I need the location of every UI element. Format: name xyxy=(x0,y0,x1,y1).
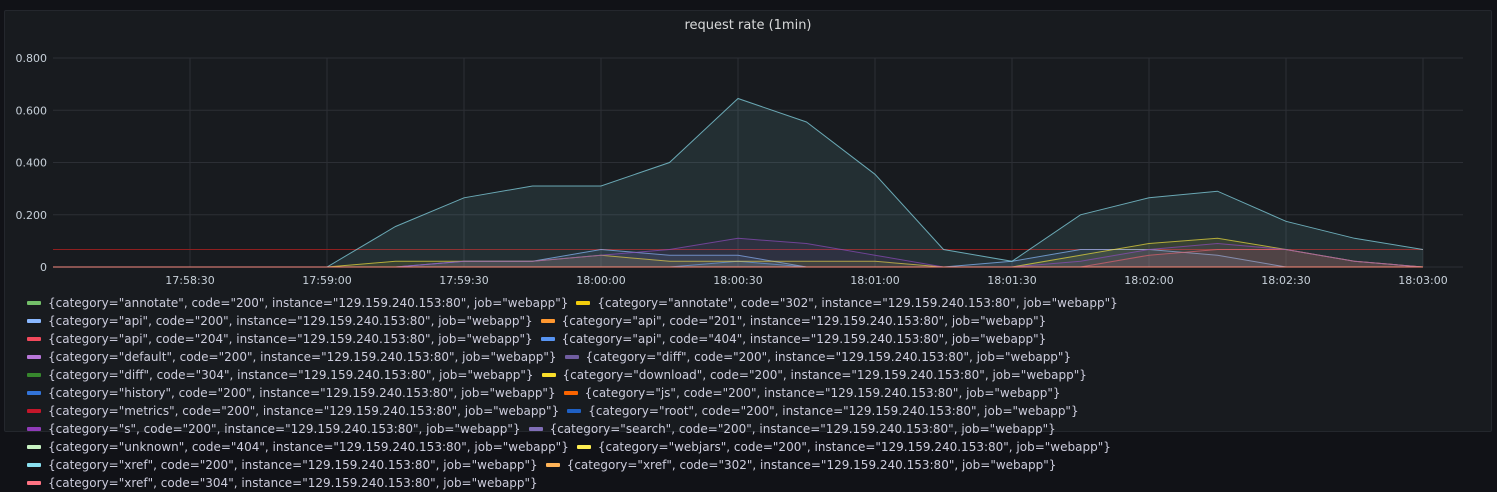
legend-item[interactable]: {category="history", code="200", instanc… xyxy=(27,384,556,402)
y-tick-label: 0.400 xyxy=(16,157,48,170)
legend: {category="annotate", code="200", instan… xyxy=(27,294,1487,492)
y-tick-label: 0 xyxy=(40,261,47,274)
legend-item[interactable]: {category="xref", code="304", instance="… xyxy=(27,474,538,492)
legend-item[interactable]: {category="s", code="200", instance="129… xyxy=(27,420,521,438)
legend-label: {category="api", code="201", instance="1… xyxy=(562,314,1047,328)
legend-swatch xyxy=(546,463,560,467)
legend-item[interactable]: {category="js", code="200", instance="12… xyxy=(564,384,1061,402)
legend-label: {category="annotate", code="302", instan… xyxy=(597,296,1117,310)
legend-swatch xyxy=(27,373,41,377)
legend-swatch xyxy=(27,337,41,341)
x-tick-label: 18:03:00 xyxy=(1398,274,1447,286)
legend-swatch xyxy=(567,409,581,413)
legend-swatch xyxy=(577,445,591,449)
legend-swatch xyxy=(27,355,41,359)
x-tick-label: 17:58:30 xyxy=(165,274,214,286)
legend-item[interactable]: {category="api", code="201", instance="1… xyxy=(541,312,1047,330)
legend-label: {category="history", code="200", instanc… xyxy=(48,386,556,400)
legend-swatch xyxy=(27,319,41,323)
legend-item[interactable]: {category="annotate", code="302", instan… xyxy=(576,294,1117,312)
legend-item[interactable]: {category="webjars", code="200", instanc… xyxy=(577,438,1111,456)
legend-label: {category="xref", code="200", instance="… xyxy=(48,458,538,472)
series-area xyxy=(53,99,1423,268)
legend-swatch xyxy=(529,427,543,431)
legend-item[interactable]: {category="download", code="200", instan… xyxy=(542,366,1087,384)
x-tick-label: 18:02:30 xyxy=(1261,274,1310,286)
x-tick-label: 17:59:00 xyxy=(302,274,351,286)
legend-label: {category="default", code="200", instanc… xyxy=(48,350,557,364)
legend-label: {category="api", code="200", instance="1… xyxy=(48,314,533,328)
y-tick-label: 0.200 xyxy=(16,209,48,222)
legend-label: {category="unknown", code="404", instanc… xyxy=(48,440,569,454)
legend-swatch xyxy=(565,355,579,359)
legend-label: {category="download", code="200", instan… xyxy=(563,368,1087,382)
legend-label: {category="diff", code="200", instance="… xyxy=(586,350,1072,364)
legend-swatch xyxy=(541,337,555,341)
legend-swatch xyxy=(564,391,578,395)
y-tick-label: 0.600 xyxy=(16,104,48,117)
x-tick-label: 18:01:30 xyxy=(987,274,1036,286)
legend-label: {category="root", code="200", instance="… xyxy=(588,404,1078,418)
series-18 xyxy=(53,98,1423,267)
legend-item[interactable]: {category="xref", code="200", instance="… xyxy=(27,456,538,474)
legend-swatch xyxy=(576,301,590,305)
legend-swatch xyxy=(27,463,41,467)
x-tick-label: 18:00:00 xyxy=(576,274,625,286)
x-axis: 17:58:30 17:59:00 17:59:30 18:00:00 18:00:30… xyxy=(165,274,1447,286)
legend-item[interactable]: {category="diff", code="200", instance="… xyxy=(565,348,1072,366)
legend-label: {category="metrics", code="200", instanc… xyxy=(48,404,559,418)
legend-swatch xyxy=(542,373,556,377)
legend-item[interactable]: {category="api", code="204", instance="1… xyxy=(27,330,533,348)
legend-item[interactable]: {category="default", code="200", instanc… xyxy=(27,348,557,366)
legend-swatch xyxy=(27,427,41,431)
legend-swatch xyxy=(27,445,41,449)
series-group xyxy=(53,98,1423,267)
legend-item[interactable]: {category="root", code="200", instance="… xyxy=(567,402,1078,420)
legend-item[interactable]: {category="annotate", code="200", instan… xyxy=(27,294,568,312)
legend-swatch xyxy=(27,481,41,485)
legend-swatch xyxy=(27,409,41,413)
legend-label: {category="diff", code="304", instance="… xyxy=(48,368,534,382)
legend-label: {category="api", code="204", instance="1… xyxy=(48,332,533,346)
x-tick-label: 18:00:30 xyxy=(713,274,762,286)
x-tick-label: 18:01:00 xyxy=(850,274,899,286)
legend-item[interactable]: {category="metrics", code="200", instanc… xyxy=(27,402,559,420)
x-tick-label: 18:02:00 xyxy=(1124,274,1173,286)
legend-label: {category="annotate", code="200", instan… xyxy=(48,296,568,310)
y-axis: 0 0.200 0.400 0.600 0.800 xyxy=(16,52,48,274)
legend-label: {category="webjars", code="200", instanc… xyxy=(598,440,1111,454)
legend-item[interactable]: {category="api", code="404", instance="1… xyxy=(541,330,1047,348)
legend-label: {category="xref", code="302", instance="… xyxy=(567,458,1057,472)
legend-item[interactable]: {category="xref", code="302", instance="… xyxy=(546,456,1057,474)
legend-swatch xyxy=(27,391,41,395)
legend-label: {category="api", code="404", instance="1… xyxy=(562,332,1047,346)
legend-label: {category="search", code="200", instance… xyxy=(550,422,1056,436)
legend-item[interactable]: {category="unknown", code="404", instanc… xyxy=(27,438,569,456)
legend-item[interactable]: {category="api", code="200", instance="1… xyxy=(27,312,533,330)
y-tick-label: 0.800 xyxy=(16,52,48,65)
legend-item[interactable]: {category="diff", code="304", instance="… xyxy=(27,366,534,384)
legend-item[interactable]: {category="search", code="200", instance… xyxy=(529,420,1056,438)
legend-swatch xyxy=(541,319,555,323)
legend-label: {category="js", code="200", instance="12… xyxy=(585,386,1061,400)
legend-label: {category="s", code="200", instance="129… xyxy=(48,422,521,436)
legend-label: {category="xref", code="304", instance="… xyxy=(48,476,538,490)
legend-swatch xyxy=(27,301,41,305)
x-tick-label: 17:59:30 xyxy=(439,274,488,286)
